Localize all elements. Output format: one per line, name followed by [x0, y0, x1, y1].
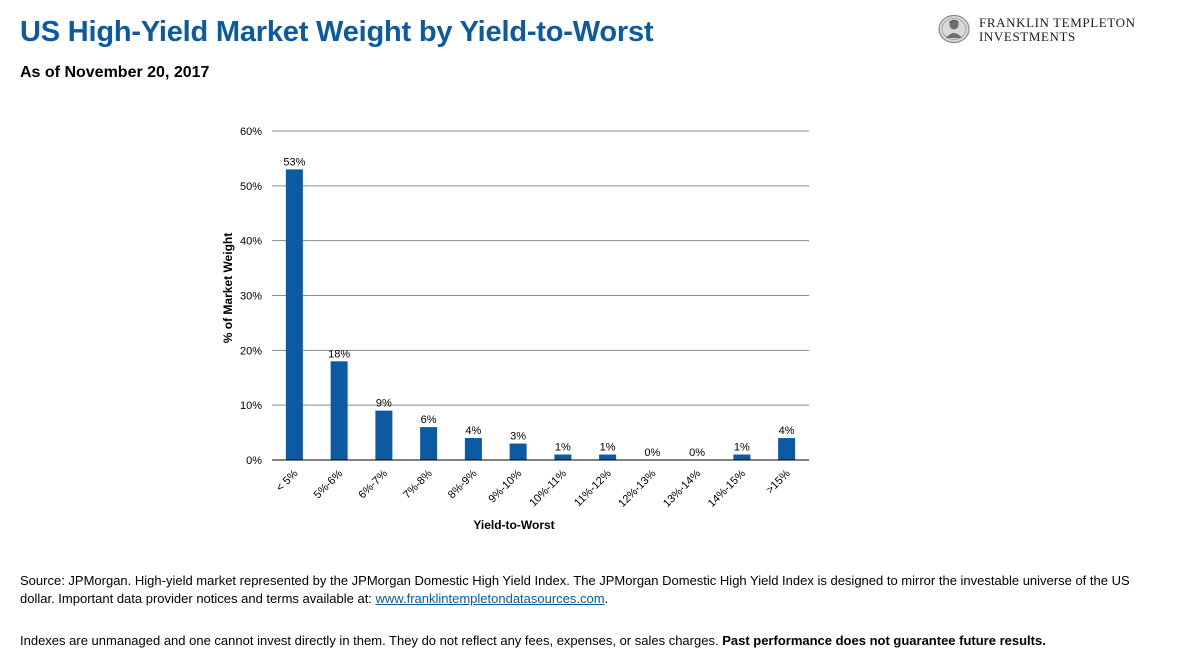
y-axis-title: % of Market Weight: [221, 233, 235, 343]
y-tick-label: 0%: [246, 455, 262, 467]
bar: [464, 438, 482, 460]
y-tick-label: 20%: [240, 345, 262, 357]
x-tick-label: 6%-7%: [356, 467, 390, 501]
x-tick-label: 10%-11%: [527, 467, 569, 509]
data-label: 18%: [328, 348, 350, 360]
source-note: Source: JPMorgan. High-yield market repr…: [20, 572, 1140, 608]
x-tick-label: 13%-14%: [661, 467, 703, 509]
gridlines: [272, 130, 809, 406]
bar: [509, 443, 527, 460]
y-axis-ticks: 0% 10% 20% 30% 40% 50% 60%: [240, 126, 262, 467]
disclaimer-note: Indexes are unmanaged and one cannot inv…: [20, 632, 1140, 650]
disclaimer-bold: Past performance does not guarantee futu…: [722, 633, 1046, 648]
y-tick-label: 10%: [240, 400, 262, 412]
logo-line-1: FRANKLIN TEMPLETON: [979, 15, 1136, 30]
disclaimer-text: Indexes are unmanaged and one cannot inv…: [20, 633, 723, 648]
x-tick-label: 8%-9%: [446, 467, 480, 501]
data-label: 3%: [510, 431, 526, 443]
data-labels: 53% 18% 9% 6% 4% 3% 1% 1% 0% 0% 1% 4%: [283, 156, 794, 459]
data-label: 9%: [376, 398, 392, 410]
source-text: Source: JPMorgan. High-yield market repr…: [20, 573, 1130, 606]
data-label: 53%: [283, 156, 305, 168]
bar: [733, 454, 751, 460]
x-axis-ticks: < 5% 5%-6% 6%-7% 7%-8% 8%-9% 9%-10% 10%-11% 11%…: [274, 467, 793, 509]
bar: [285, 169, 303, 460]
y-tick-label: 50%: [240, 181, 262, 193]
y-tick-label: 40%: [240, 236, 262, 248]
data-label: 1%: [555, 442, 571, 454]
bars: [285, 169, 796, 460]
y-tick-label: 60%: [240, 126, 262, 138]
franklin-templeton-logo: FRANKLIN TEMPLETON INVESTMENTS: [937, 14, 1152, 46]
data-label: 6%: [421, 414, 437, 426]
bar: [599, 454, 617, 460]
data-label: 4%: [465, 425, 481, 437]
x-tick-label: 14%-15%: [706, 467, 748, 509]
source-end: .: [604, 591, 609, 606]
x-tick-label: >15%: [764, 467, 793, 496]
x-tick-label: < 5%: [274, 467, 301, 494]
data-label: 1%: [734, 442, 750, 454]
data-label: 0%: [689, 447, 705, 459]
x-axis-title: Yield-to-Worst: [473, 518, 554, 532]
x-tick-label: 5%-6%: [312, 467, 346, 501]
logo-line-2: INVESTMENTS: [979, 29, 1076, 44]
bar: [778, 438, 796, 460]
data-label: 1%: [600, 442, 616, 454]
chart-subtitle: As of November 20, 2017: [20, 64, 210, 81]
data-label: 4%: [779, 425, 795, 437]
chart-title: US High-Yield Market Weight by Yield-to-…: [20, 16, 654, 48]
bar: [420, 427, 438, 460]
bar-chart: 0% 10% 20% 30% 40% 50% 60% 53% 18% 9% 6% 4% 3% 1% 1% 0…: [221, 126, 809, 532]
bar: [375, 410, 393, 460]
x-tick-label: 9%-10%: [486, 467, 524, 505]
x-tick-label: 11%-12%: [572, 467, 614, 509]
bar: [554, 454, 572, 460]
franklin-portrait-seal-icon: [938, 14, 970, 44]
y-tick-label: 30%: [240, 291, 262, 303]
x-tick-label: 12%-13%: [616, 467, 658, 509]
data-label: 0%: [644, 447, 660, 459]
x-tick-label: 7%-8%: [401, 467, 435, 501]
bar: [330, 361, 348, 460]
data-sources-link[interactable]: www.franklintempletondatasources.com: [375, 591, 605, 606]
